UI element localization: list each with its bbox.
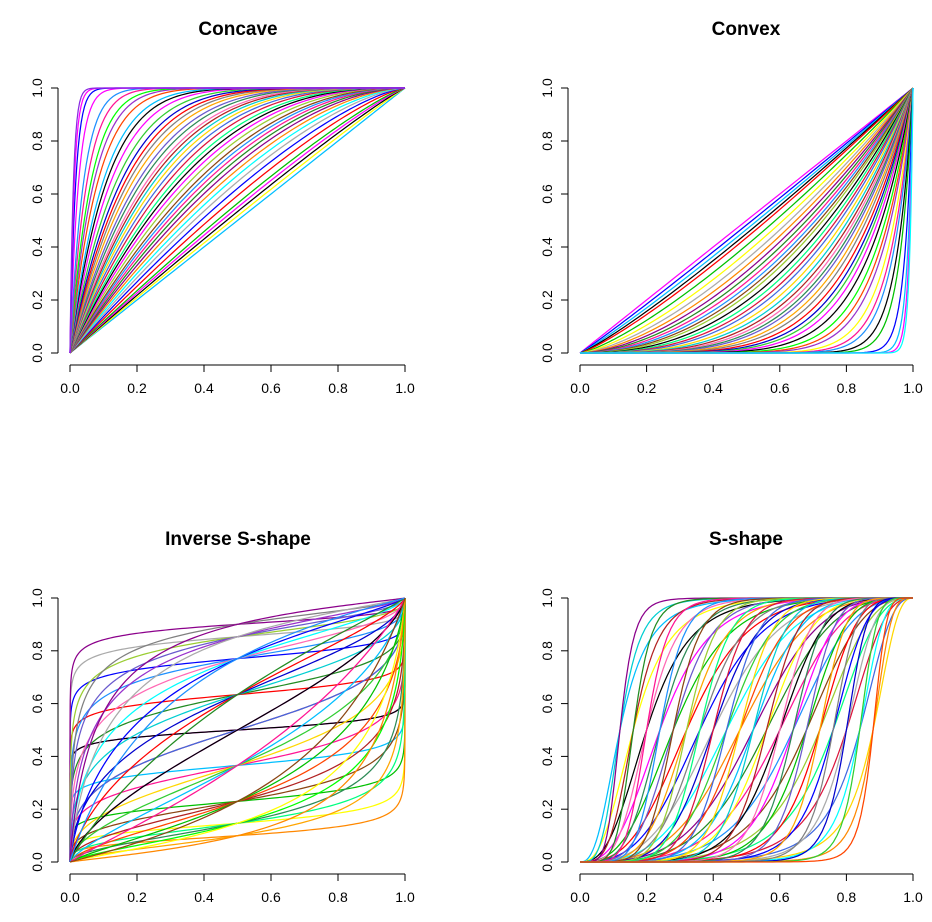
series-line <box>69 87 406 354</box>
series-line <box>69 87 405 354</box>
y-tick-label: 0.6 <box>29 184 45 204</box>
y-tick-label: 0.4 <box>539 746 555 766</box>
x-tick-label: 0.0 <box>60 889 80 905</box>
y-tick-label: 0.0 <box>539 852 555 872</box>
series-line <box>69 87 406 354</box>
y-tick-label: 0.8 <box>29 131 45 151</box>
series-line <box>579 87 914 354</box>
series-line <box>579 87 914 354</box>
y-tick-label: 1.0 <box>539 588 555 608</box>
x-tick-label: 0.8 <box>328 889 348 905</box>
series-line <box>579 87 914 354</box>
series-line <box>69 87 405 354</box>
x-tick-label: 0.6 <box>261 380 281 396</box>
x-tick-label: 1.0 <box>903 380 923 396</box>
x-tick-label: 0.6 <box>261 889 281 905</box>
y-tick-label: 0.2 <box>539 290 555 310</box>
y-tick-label: 0.2 <box>29 290 45 310</box>
series-line <box>579 87 914 354</box>
x-tick-label: 0.8 <box>837 380 857 396</box>
panel-concave: Concave 0.0 0.2 0.4 0.6 0.8 1.00.00.20.40.60.… <box>29 19 415 396</box>
x-tick-label: 1.0 <box>395 889 415 905</box>
x-tick-label: 0.0 <box>570 889 590 905</box>
x-tick-label: 0.4 <box>703 380 723 396</box>
x-tick-label: 1.0 <box>395 380 415 396</box>
series-line <box>69 87 406 354</box>
series-line <box>69 87 405 354</box>
series-line <box>69 597 406 863</box>
axes: 0.0 0.2 0.4 0.6 0.8 1.0 0.0 0.2 0.4 0.6 0.8 1.0 <box>29 588 415 905</box>
panel-title: Concave <box>198 19 277 40</box>
series-line <box>69 597 406 863</box>
y-tick-label: 0.0 <box>29 852 45 872</box>
x-tick-label: 0.4 <box>194 380 214 396</box>
series-line <box>580 87 914 354</box>
x-tick-label: 1.0 <box>903 889 923 905</box>
axes: 0.0 0.2 0.4 0.6 0.8 1.0 0.0 0.2 0.4 0.6 0.8 1.0 <box>29 78 415 396</box>
x-tick-label: 0.6 <box>770 380 790 396</box>
curve-group <box>579 87 914 354</box>
y-tick-label: 0.6 <box>539 694 555 714</box>
series-line <box>579 87 914 354</box>
series-line <box>69 597 406 863</box>
panel-title: Inverse S-shape <box>165 529 311 550</box>
axes: 0.0 0.2 0.4 0.6 0.8 1.0 0.0 0.2 0.4 0.6 0.8 1.0 <box>539 78 923 396</box>
y-tick-label: 0.8 <box>539 641 555 661</box>
x-tick-label: 0.8 <box>837 889 857 905</box>
curve-group <box>580 597 913 863</box>
series-line <box>580 597 913 863</box>
series-line <box>580 87 914 354</box>
series-line <box>69 597 406 863</box>
y-tick-label: 0.0 <box>539 343 555 363</box>
x-tick-label: 0.8 <box>328 380 348 396</box>
x-tick-label: 0.4 <box>703 889 723 905</box>
y-tick-label: 0.8 <box>29 641 45 661</box>
series-line <box>69 87 406 354</box>
panel-convex: Convex 0.0 0.2 0.4 0.6 0.8 1.0 0.0 0.2 0.4 0.6 0.8… <box>539 19 923 396</box>
y-tick-label: 1.0 <box>539 78 555 98</box>
y-tick-label: 0.4 <box>539 237 555 257</box>
x-tick-label: 0.2 <box>127 380 147 396</box>
x-tick-label: 0.0 <box>60 380 80 396</box>
series-line <box>69 87 406 354</box>
y-tick-label: 0.4 <box>29 746 45 766</box>
series-line <box>69 597 406 863</box>
panel-s-shape: S-shape 0.0 0.2 0.4 0.6 0.8 1.00.00.20.40.60.… <box>539 529 923 905</box>
panel-inverse-s-shape: Inverse S-shape 0.0 0.2 0.4 0.6 0.8 1.0 0.0 0.2… <box>29 529 415 905</box>
axes: 0.0 0.2 0.4 0.6 0.8 1.0 0.0 0.2 0.4 0.6 0.8 1.0 <box>539 588 923 905</box>
x-tick-label: 0.2 <box>127 889 147 905</box>
series-line <box>69 597 406 863</box>
series-line <box>580 87 914 354</box>
panel-title: Convex <box>712 19 781 40</box>
y-tick-label: 0.2 <box>539 799 555 819</box>
x-tick-label: 0.2 <box>637 380 657 396</box>
y-tick-label: 0.8 <box>539 131 555 151</box>
series-line <box>69 87 405 354</box>
y-tick-label: 1.0 <box>29 588 45 608</box>
x-tick-label: 0.0 <box>570 380 590 396</box>
x-tick-label: 0.6 <box>770 889 790 905</box>
y-tick-label: 0.6 <box>29 694 45 714</box>
y-tick-label: 0.0 <box>29 343 45 363</box>
y-tick-label: 0.6 <box>539 184 555 204</box>
series-line <box>580 87 914 354</box>
series-line <box>69 597 406 863</box>
curve-group <box>69 597 406 863</box>
x-tick-label: 0.4 <box>194 889 214 905</box>
panel-title: S-shape <box>709 529 783 550</box>
curve-group <box>69 87 406 354</box>
series-line <box>580 87 914 354</box>
series-line <box>69 87 405 354</box>
series-line <box>69 597 406 863</box>
y-tick-label: 1.0 <box>29 78 45 98</box>
x-tick-label: 0.2 <box>637 889 657 905</box>
y-tick-label: 0.4 <box>29 237 45 257</box>
y-tick-label: 0.2 <box>29 799 45 819</box>
series-line <box>69 597 406 863</box>
